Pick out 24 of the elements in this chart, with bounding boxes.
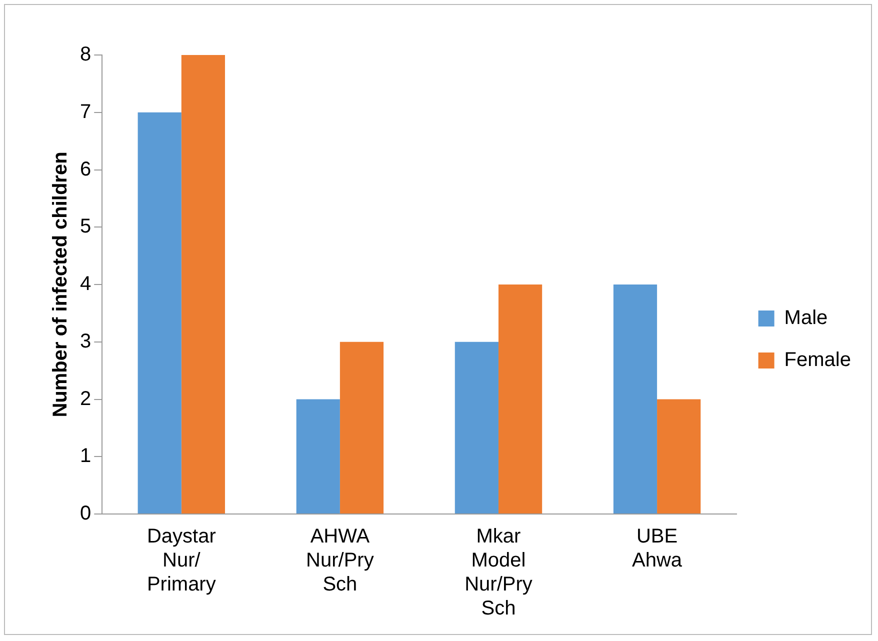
x-tick-label: UBE Ahwa — [632, 526, 683, 572]
bar — [181, 55, 225, 514]
y-tick-label: 2 — [80, 388, 92, 410]
y-tick-label: 3 — [80, 330, 92, 352]
bar — [657, 399, 701, 514]
y-tick-label: 1 — [80, 445, 92, 468]
y-tick-label: 7 — [80, 100, 92, 123]
y-tick-label: 4 — [80, 273, 92, 296]
y-tick-label: 0 — [80, 502, 92, 525]
x-tick-label: Daystar Nur/ Primary — [146, 526, 216, 596]
bar — [498, 284, 542, 514]
bar — [454, 342, 498, 514]
y-tick-label: 5 — [80, 216, 92, 238]
bar — [340, 342, 384, 514]
y-tick-label: 8 — [80, 44, 92, 66]
legend-label: Female — [784, 349, 852, 372]
x-tick-label: AHWA Nur/Pry Sch — [306, 526, 374, 596]
bar — [296, 399, 340, 514]
legend-label: Male — [784, 307, 828, 330]
y-axis-title: Number of infected children — [50, 152, 72, 418]
bar — [138, 112, 182, 514]
bar — [613, 284, 658, 514]
y-tick-label: 6 — [80, 158, 92, 180]
x-tick-label: Mkar Model Nur/Pry Sch — [464, 526, 532, 620]
